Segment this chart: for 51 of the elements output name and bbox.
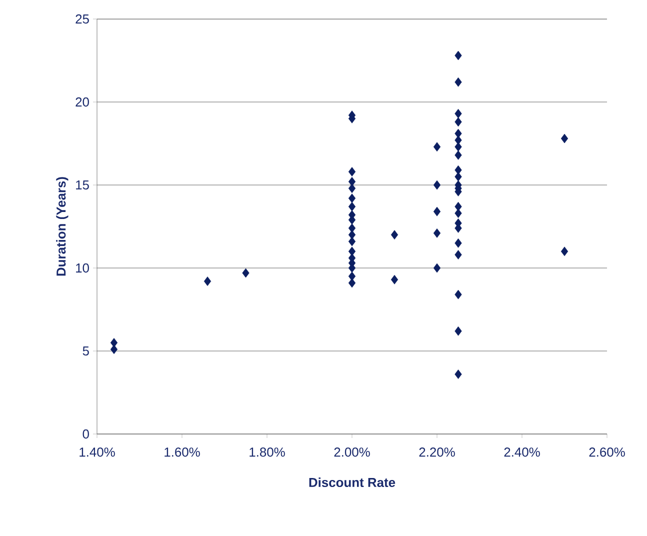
point bbox=[454, 77, 462, 87]
point bbox=[454, 238, 462, 248]
y-tick-label: 5 bbox=[82, 346, 89, 356]
point bbox=[433, 142, 441, 152]
point bbox=[454, 50, 462, 60]
point bbox=[454, 370, 462, 379]
y-tick-label: 25 bbox=[76, 14, 89, 24]
y-tick-label: 10 bbox=[76, 263, 89, 273]
point bbox=[454, 326, 462, 336]
y-axis-title: Duration (Years) bbox=[56, 177, 68, 276]
point bbox=[454, 150, 462, 160]
point bbox=[454, 108, 462, 118]
point bbox=[454, 172, 462, 182]
point bbox=[390, 274, 398, 284]
point bbox=[348, 167, 356, 176]
x-tick-label: 2.40% bbox=[504, 448, 540, 457]
point bbox=[454, 250, 462, 260]
point bbox=[433, 263, 441, 273]
point bbox=[454, 135, 462, 145]
x-tick-label: 1.80% bbox=[250, 448, 285, 457]
point bbox=[560, 246, 568, 256]
y-tick-label: 20 bbox=[76, 97, 89, 107]
point bbox=[454, 117, 462, 127]
x-tick-label: 1.40% bbox=[80, 448, 115, 457]
point bbox=[454, 142, 462, 152]
point bbox=[390, 230, 398, 240]
point bbox=[348, 176, 356, 186]
point bbox=[348, 194, 356, 203]
point bbox=[454, 208, 462, 218]
y-tick-label: 15 bbox=[76, 180, 89, 190]
point bbox=[242, 268, 250, 278]
point bbox=[110, 344, 118, 354]
point bbox=[433, 228, 441, 238]
point bbox=[348, 246, 356, 256]
point bbox=[433, 206, 441, 216]
x-tick-label: 2.60% bbox=[589, 448, 625, 457]
x-axis-title: Discount Rate bbox=[309, 478, 396, 488]
x-tick-label: 2.00% bbox=[334, 448, 370, 457]
point bbox=[348, 223, 356, 233]
point bbox=[348, 184, 356, 194]
point bbox=[348, 236, 356, 246]
y-tick-label: 0 bbox=[82, 429, 89, 439]
point bbox=[560, 134, 568, 144]
point bbox=[433, 180, 441, 190]
point bbox=[348, 278, 356, 288]
point bbox=[110, 338, 118, 348]
point bbox=[454, 290, 462, 300]
x-tick-label: 2.20% bbox=[419, 448, 455, 457]
point bbox=[204, 276, 212, 286]
point bbox=[348, 202, 356, 212]
x-tick-label: 1.60% bbox=[164, 448, 200, 457]
